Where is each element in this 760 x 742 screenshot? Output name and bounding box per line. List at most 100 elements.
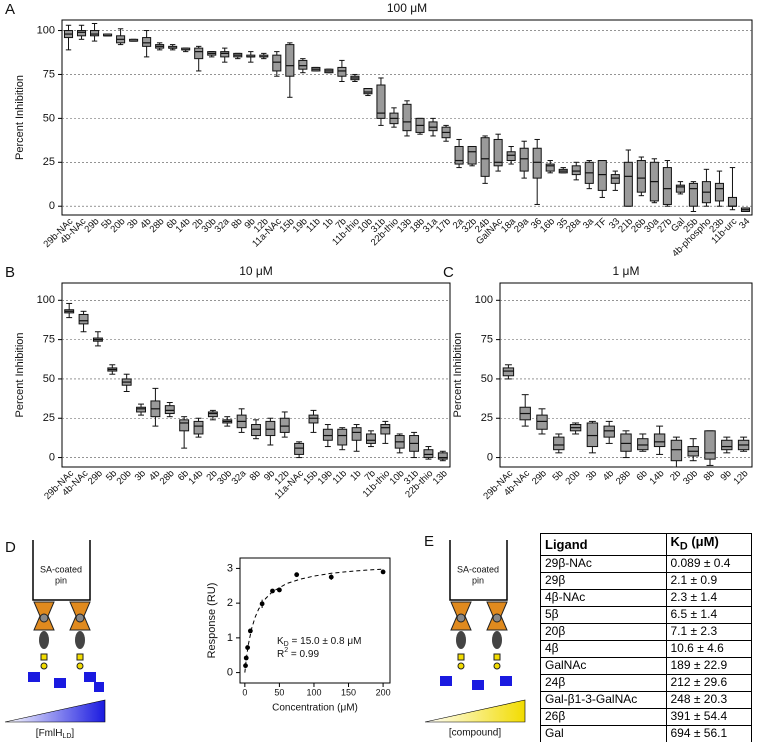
ligand-cell: Gal-β1-3-GalNAc — [540, 690, 667, 709]
box — [265, 420, 276, 437]
x-tick-label: 6b — [634, 468, 649, 483]
header-cell: KD (μM) — [665, 533, 752, 556]
x-tick-label: 3b — [584, 468, 599, 483]
box — [285, 44, 295, 77]
box — [179, 419, 190, 432]
x-tick-label: 1b — [348, 468, 363, 483]
x-tick-label: 28b — [158, 468, 177, 487]
y-tick-label: 75 — [43, 68, 55, 80]
annotation-part: D — [284, 641, 289, 648]
point — [243, 655, 249, 661]
box — [220, 51, 230, 58]
ligand-cell: 29β-NAc — [540, 554, 667, 573]
annotation-part: = 0.99 — [288, 649, 319, 660]
box — [493, 138, 503, 167]
x-axis-label: Concentration (μM) — [272, 703, 358, 714]
box — [480, 137, 490, 177]
x-tick-label: 100 — [306, 687, 321, 697]
box — [376, 84, 386, 119]
y-axis-label: Percent Inhibition — [14, 75, 26, 160]
x-tick-label: 5b — [550, 468, 565, 483]
box — [553, 436, 565, 451]
box — [675, 184, 685, 193]
x-tick-label: 16b — [538, 216, 557, 235]
table-row: 29β 2.1 ± 0.9 — [540, 571, 752, 590]
box — [610, 174, 620, 184]
box — [545, 163, 555, 172]
box — [363, 88, 373, 95]
annotation-part: K — [277, 636, 284, 647]
y-tick-label: 50 — [43, 373, 55, 385]
plot-frame — [239, 557, 391, 684]
ligand-cell: 4β — [540, 639, 667, 658]
x-tick-label: 200 — [376, 687, 391, 697]
chart-title: 10 μM — [239, 264, 273, 278]
box — [620, 433, 632, 452]
header-part: K — [670, 534, 680, 549]
kd-cell: 6.5 ± 1.4 — [665, 605, 752, 624]
kd-table: Ligand KD (μM) 29β-NAc 0.089 ± 0.4 29β 2.1 ± … — [540, 533, 752, 742]
text: [FmlH — [36, 728, 63, 739]
table-row: 26β 391 ± 54.4 — [540, 707, 752, 726]
box — [536, 414, 548, 430]
y-tick-label: 3 — [227, 562, 233, 574]
table-row: 24β 212 ± 29.6 — [540, 673, 752, 692]
box — [298, 59, 308, 70]
gradient-label: [FmlHLD] — [36, 728, 75, 740]
y-tick-label: 0 — [49, 200, 55, 212]
table-row: Gal-β1-3-GalNAc 248 ± 20.3 — [540, 690, 752, 709]
chart-title: 1 μM — [613, 264, 640, 278]
box — [721, 439, 733, 451]
y-tick-label: 1 — [227, 632, 233, 644]
box — [623, 161, 633, 207]
kd-cell: 10.6 ± 4.6 — [665, 639, 752, 658]
x-tick-label: 28b — [614, 468, 633, 487]
pin-label: SA-coated — [457, 564, 499, 574]
box — [437, 452, 448, 460]
table-row: Gal 694 ± 56.1 — [540, 724, 752, 742]
box — [727, 196, 738, 207]
pin-diagram: E SA-coated pin [compound] — [424, 533, 526, 739]
pin-diagram: SA-coated pin [FmlHLD] — [4, 540, 106, 740]
box — [351, 427, 362, 441]
box — [402, 103, 412, 132]
box — [308, 414, 319, 424]
box — [636, 160, 646, 193]
panel-label: E — [424, 533, 434, 550]
box — [670, 439, 683, 462]
x-tick-label: 29b — [86, 468, 105, 487]
plot-frame — [61, 282, 451, 468]
kd-cell: 0.089 ± 0.4 — [665, 554, 752, 573]
box — [704, 430, 716, 460]
box — [428, 121, 438, 132]
x-tick-label: 20b — [564, 468, 583, 487]
y-axis-label: Percent Inhibition — [452, 333, 464, 418]
point — [380, 569, 386, 575]
gradient-label: [compound] — [449, 728, 501, 739]
ligand-cell: 20β — [540, 622, 667, 641]
x-tick-label: 150 — [341, 687, 356, 697]
kd-cell: 694 ± 56.1 — [665, 724, 752, 742]
annotation-part: R — [277, 649, 284, 660]
header-row: Ligand KD (μM) — [540, 533, 752, 556]
box — [194, 47, 204, 60]
x-tick-label: 14b — [174, 216, 193, 235]
x-tick-label: 9b — [718, 468, 733, 483]
table-row: 29β-NAc 0.089 ± 0.4 — [540, 554, 752, 573]
point — [328, 574, 334, 580]
point — [243, 663, 248, 669]
box — [279, 417, 290, 433]
header-part: D — [679, 540, 688, 553]
y-tick-label: 75 — [43, 334, 55, 346]
box — [380, 424, 391, 435]
box — [366, 433, 376, 444]
y-axis-label: Response (RU) — [206, 583, 218, 659]
y-tick-label: 50 — [481, 373, 493, 385]
x-tick-label: 32a — [213, 216, 232, 235]
x-tick-label: 3b — [133, 468, 148, 483]
point — [294, 572, 300, 578]
x-tick-label: 14b — [648, 468, 667, 487]
x-tick-label: 8b — [248, 468, 263, 483]
box — [136, 406, 146, 413]
table-row: 5β 6.5 ± 1.4 — [540, 605, 752, 624]
